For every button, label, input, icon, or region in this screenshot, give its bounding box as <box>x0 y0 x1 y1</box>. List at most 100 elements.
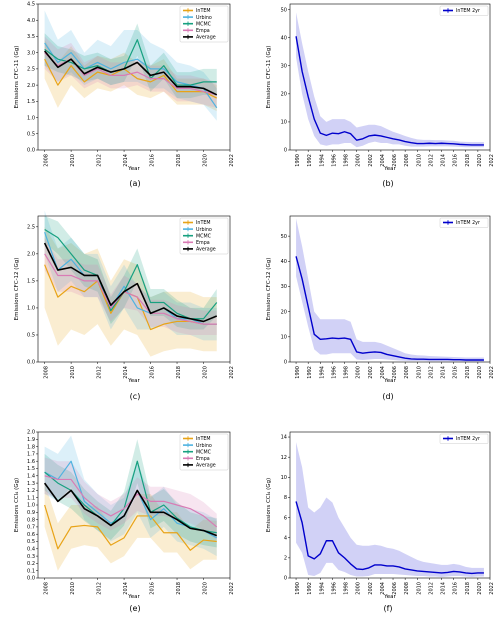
y-tick-label: 0.5 <box>27 539 35 545</box>
x-tick-label: 2008 <box>404 154 410 167</box>
y-tick-label: 30 <box>281 63 287 69</box>
x-tick-label: 2022 <box>489 366 495 379</box>
series-line-0 <box>295 501 484 575</box>
y-tick-label: 4.0 <box>27 18 35 24</box>
legend-entry-4: Average <box>196 247 216 253</box>
x-tick-label: 2010 <box>416 366 422 379</box>
y-tick-label: 3.0 <box>27 50 35 56</box>
y-tick-label: 8 <box>284 495 287 501</box>
plot-frame <box>289 431 491 579</box>
y-tick-label: 1.2 <box>27 488 35 494</box>
uncertainty-band-0 <box>296 442 484 577</box>
chart-panel-3: 1990 1992 1994 1996 1998 2000 2002 2004 2006 2008… <box>266 215 495 401</box>
legend-entry-3: Empa <box>196 28 210 34</box>
x-tick-label: 2008 <box>404 582 410 595</box>
panel-label: (e) <box>129 604 140 613</box>
y-tick-label: 0.3 <box>27 554 35 560</box>
legend-box <box>439 433 489 444</box>
x-tick-label: 2002 <box>368 582 374 595</box>
y-tick-label: 1.0 <box>27 503 35 509</box>
x-tick-label: 2022 <box>489 154 495 167</box>
y-tick-label: 40 <box>281 259 287 265</box>
x-tick-label: 2004 <box>380 366 386 379</box>
x-tick-label: 1990 <box>295 366 301 379</box>
x-tick-label: 2000 <box>356 582 362 595</box>
y-tick-label: 0.0 <box>27 360 35 366</box>
series-line-3 <box>44 475 218 528</box>
x-tick-label: 2022 <box>229 154 235 167</box>
x-tick-label: 2016 <box>150 154 156 167</box>
panel-label: (f) <box>383 604 392 613</box>
x-tick-label: 2014 <box>441 154 447 167</box>
x-tick-label: 2018 <box>465 154 471 167</box>
uncertainty-band-2 <box>44 216 217 330</box>
y-tick-label: 1.0 <box>27 306 35 312</box>
x-tick-label: 2006 <box>392 366 398 379</box>
plot-frame <box>289 3 491 151</box>
x-tick-label: 2002 <box>368 366 374 379</box>
y-tick-label: 0.8 <box>27 517 35 523</box>
x-axis-label: Year <box>127 594 140 600</box>
x-tick-label: 2006 <box>392 154 398 167</box>
x-tick-label: 2010 <box>70 582 76 595</box>
x-axis-label: Year <box>127 166 140 172</box>
y-tick-label: 1.5 <box>27 279 35 285</box>
plot-frame <box>289 215 491 363</box>
uncertainty-band-1 <box>44 435 217 557</box>
x-tick-label: 2014 <box>123 154 129 167</box>
legend-entry-4: Average <box>196 463 216 469</box>
x-tick-label: 1998 <box>344 154 350 167</box>
x-tick-label: 2018 <box>465 366 471 379</box>
y-tick-label: 1.4 <box>27 474 35 480</box>
y-axis-label: Emissions CFC-12 (Gg) <box>14 258 20 321</box>
y-tick-label: 0 <box>284 360 287 366</box>
y-tick-label: 0.6 <box>27 532 35 538</box>
x-tick-label: 2018 <box>465 582 471 595</box>
x-tick-label: 2018 <box>176 154 182 167</box>
y-tick-label: 14 <box>281 435 287 441</box>
plot-frame <box>37 3 231 151</box>
y-axis-label: Emissions CFC-11 (Gg) <box>14 46 20 109</box>
legend-entry-1: Urbino <box>196 227 212 233</box>
y-tick-label: 1.7 <box>27 452 35 458</box>
y-tick-label: 20 <box>281 92 287 98</box>
y-tick-label: 2.0 <box>27 83 35 89</box>
chart-panel-4: 2008 2010 2012 2014 2016 2018 2020 20220.00.10.… <box>14 430 235 613</box>
chart-panel-1: 1990 1992 1994 1996 1998 2000 2002 2004 2006 2008… <box>266 3 495 188</box>
uncertainty-band-0 <box>44 226 217 357</box>
uncertainty-band-1 <box>44 210 217 341</box>
panel-label: (c) <box>130 392 141 401</box>
y-tick-label: 0.4 <box>27 547 35 553</box>
series-line-4 <box>43 482 218 537</box>
y-tick-label: 50 <box>281 7 287 13</box>
x-tick-label: 2020 <box>477 154 483 167</box>
y-tick-label: 2.5 <box>27 225 35 231</box>
x-tick-label: 1994 <box>319 582 325 595</box>
legend-entry-2: MCMC <box>196 21 212 27</box>
x-tick-label: 2004 <box>380 582 386 595</box>
legend-entry-0: InTEM 2yr <box>456 436 480 442</box>
x-tick-label: 2020 <box>477 582 483 595</box>
x-tick-label: 2014 <box>123 366 129 379</box>
x-tick-label: 2012 <box>97 366 103 379</box>
x-tick-label: 2008 <box>44 582 50 595</box>
y-tick-label: 2.5 <box>27 67 35 73</box>
y-tick-label: 1.0 <box>27 115 35 121</box>
x-tick-label: 2000 <box>356 154 362 167</box>
y-tick-label: 10 <box>281 120 287 126</box>
x-tick-label: 1992 <box>307 154 313 167</box>
y-tick-label: 40 <box>281 35 287 41</box>
legend-entry-3: Empa <box>196 240 210 246</box>
panel-label: (d) <box>382 392 393 401</box>
uncertainty-band-0 <box>296 218 484 362</box>
legend-entry-2: MCMC <box>196 233 212 239</box>
y-axis-label: Emissions CFC-12 (Gg) <box>266 258 272 321</box>
series-line-4 <box>44 50 218 96</box>
y-tick-label: 12 <box>281 455 287 461</box>
legend-box <box>179 217 229 255</box>
legend-entry-0: InTEM 2yr <box>456 220 480 226</box>
legend-entry-2: MCMC <box>196 449 212 455</box>
y-tick-label: 0.5 <box>27 131 35 137</box>
x-tick-label: 2018 <box>176 582 182 595</box>
x-tick-label: 2016 <box>150 582 156 595</box>
